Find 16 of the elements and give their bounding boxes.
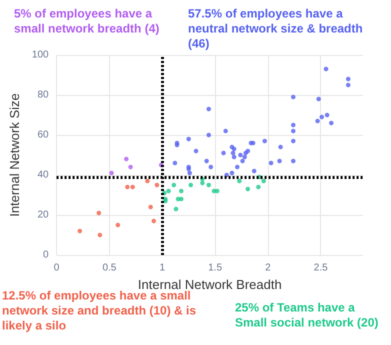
y-tick-label: 80 [37, 90, 50, 100]
y-tick-label: 100 [32, 50, 50, 60]
y-tick-label: 0 [43, 250, 50, 260]
x-tick-label: 0.5 [102, 262, 117, 274]
text: 5% of employees have a small network breadth (4) [14, 6, 160, 36]
x-tick-label: 1 [159, 262, 166, 274]
x-tick-label: 2.5 [314, 262, 328, 274]
y-axis-title: Internal Network Size [7, 93, 22, 217]
x-tick-label: 0 [54, 262, 60, 274]
text: 57.5% of employees have a neutral network size & breadth (46) [188, 6, 370, 50]
text: 25% of Teams have a Small social network (20) [235, 300, 378, 330]
x-tick-label: 2 [265, 262, 272, 274]
x-tick-label: 1.5 [208, 262, 222, 274]
y-tick-label: 40 [37, 170, 50, 180]
y-tick-label: 60 [37, 130, 50, 140]
y-tick-label: 20 [37, 210, 50, 220]
